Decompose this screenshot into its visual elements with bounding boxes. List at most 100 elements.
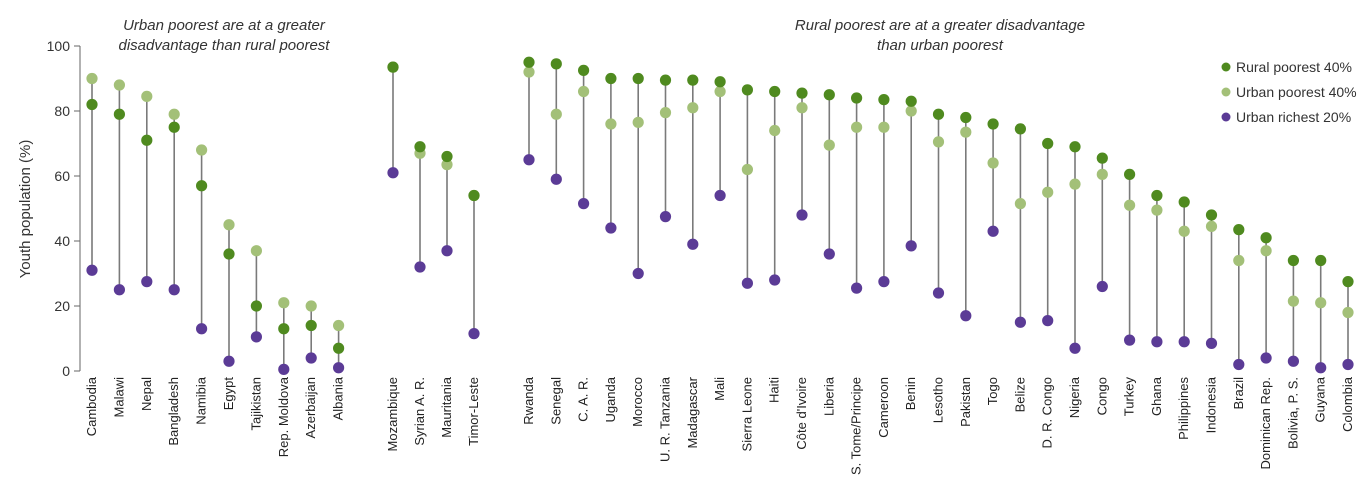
category-label: Guyana bbox=[1313, 376, 1328, 422]
urban-poorest-point bbox=[769, 124, 781, 137]
urban-poorest-point bbox=[1042, 186, 1054, 198]
urban-poorest-point bbox=[1178, 225, 1190, 237]
category-label: Mauritania bbox=[439, 376, 454, 437]
urban-richest-point bbox=[687, 238, 699, 250]
urban-poorest-point bbox=[714, 85, 726, 98]
category-label: Turkey bbox=[1122, 377, 1137, 417]
urban-poorest-point bbox=[1014, 198, 1026, 210]
urban-poorest-point bbox=[1205, 220, 1218, 232]
urban-richest-point bbox=[714, 189, 726, 202]
urban-richest-point bbox=[441, 245, 453, 257]
urban-poorest-point bbox=[113, 79, 125, 91]
rural-poorest-point bbox=[769, 85, 781, 98]
category-label: S. Tome/Principe bbox=[849, 377, 864, 475]
rural-poorest-point bbox=[741, 84, 754, 96]
urban-richest-point bbox=[86, 264, 98, 276]
category-label: Brazil bbox=[1231, 377, 1246, 410]
urban-poorest-point bbox=[278, 297, 290, 309]
y-tick-label: 20 bbox=[54, 298, 70, 314]
rural-poorest-point bbox=[168, 121, 180, 133]
urban-poorest-point bbox=[250, 245, 262, 257]
urban-poorest-point bbox=[441, 159, 453, 171]
category-label: C. A. R. bbox=[576, 377, 591, 422]
rural-poorest-point bbox=[1205, 209, 1218, 221]
rural-poorest-point bbox=[905, 95, 917, 107]
rural-poorest-point bbox=[1069, 141, 1081, 153]
annotation-text: Urban poorest are at a greater bbox=[123, 17, 326, 34]
urban-poorest-point bbox=[932, 136, 945, 148]
urban-richest-point bbox=[578, 198, 590, 210]
category-label: Belize bbox=[1012, 377, 1027, 412]
urban-poorest-point bbox=[659, 107, 672, 119]
rural-poorest-point bbox=[1342, 276, 1354, 288]
category-label: Morocco bbox=[630, 377, 645, 427]
category-label: Colombia bbox=[1340, 376, 1355, 432]
rural-poorest-point bbox=[605, 72, 617, 85]
rural-poorest-point bbox=[632, 72, 644, 85]
urban-poorest-point bbox=[168, 108, 180, 120]
rural-poorest-point bbox=[1124, 168, 1136, 180]
category-label: Egypt bbox=[221, 377, 236, 411]
category-label: Tajikistan bbox=[248, 377, 263, 430]
rural-poorest-point bbox=[468, 189, 480, 202]
rural-poorest-point bbox=[1014, 123, 1026, 135]
urban-richest-point bbox=[987, 225, 999, 237]
rural-poorest-point bbox=[223, 248, 235, 260]
category-label: Bolivia, P. S. bbox=[1285, 377, 1300, 449]
category-label: Mozambique bbox=[385, 377, 400, 451]
annotations: Urban poorest are at a greater disadvanta… bbox=[119, 17, 1086, 54]
urban-richest-point bbox=[960, 310, 972, 322]
annotation-text: disadvantage than rural poorest bbox=[119, 37, 331, 54]
urban-richest-point bbox=[468, 328, 480, 340]
urban-poorest-point bbox=[1233, 254, 1245, 267]
legend-label: Urban richest 20% bbox=[1236, 109, 1351, 125]
rural-poorest-point bbox=[414, 141, 426, 153]
urban-poorest-point bbox=[1151, 204, 1163, 216]
legend: Rural poorest 40% Urban poorest 40% Urban … bbox=[1221, 59, 1357, 125]
legend-marker bbox=[1221, 87, 1231, 97]
legend-marker bbox=[1221, 62, 1231, 72]
rural-poorest-point bbox=[278, 323, 290, 335]
annotation-text: Rural poorest are at a greater disadvant… bbox=[795, 17, 1085, 34]
rural-poorest-point bbox=[578, 64, 590, 76]
urban-poorest-point bbox=[878, 121, 890, 133]
annotation-text: than urban poorest bbox=[877, 37, 1004, 54]
urban-richest-point bbox=[1014, 316, 1026, 328]
urban-richest-point bbox=[523, 154, 535, 166]
category-label: Bangladesh bbox=[166, 377, 181, 446]
urban-richest-point bbox=[387, 167, 399, 179]
rural-poorest-point bbox=[1287, 254, 1299, 267]
urban-richest-point bbox=[1151, 336, 1163, 348]
urban-richest-point bbox=[333, 362, 345, 374]
stems bbox=[91, 62, 1349, 370]
rural-poorest-point bbox=[687, 74, 699, 86]
rural-poorest-point bbox=[86, 98, 98, 111]
category-label: Azerbaijan bbox=[303, 377, 318, 438]
rural-poorest-point bbox=[550, 58, 562, 70]
category-label: Mali bbox=[712, 377, 727, 401]
urban-poorest-point bbox=[578, 85, 590, 98]
urban-poorest-point bbox=[550, 108, 562, 120]
rural-poorest-point bbox=[1260, 232, 1272, 244]
category-label: Cameroon bbox=[876, 377, 891, 438]
data-points bbox=[86, 56, 1354, 375]
category-label: Congo bbox=[1094, 377, 1109, 415]
y-tick-label: 100 bbox=[47, 38, 71, 54]
urban-richest-point bbox=[823, 248, 835, 260]
rural-poorest-point bbox=[1096, 152, 1108, 164]
urban-richest-point bbox=[305, 352, 317, 364]
rural-poorest-point bbox=[851, 92, 863, 104]
urban-richest-point bbox=[1233, 358, 1245, 371]
y-tick-label: 60 bbox=[54, 168, 70, 184]
category-label: Timor-Leste bbox=[466, 377, 481, 446]
urban-poorest-point bbox=[1260, 245, 1272, 257]
category-label: Ghana bbox=[1149, 376, 1164, 416]
urban-poorest-point bbox=[1096, 168, 1108, 180]
urban-poorest-point bbox=[741, 163, 754, 176]
rural-poorest-point bbox=[387, 61, 399, 73]
rural-poorest-point bbox=[141, 134, 153, 146]
rural-poorest-point bbox=[333, 342, 345, 354]
rural-poorest-point bbox=[714, 76, 726, 88]
category-label: Lesotho bbox=[931, 377, 946, 423]
